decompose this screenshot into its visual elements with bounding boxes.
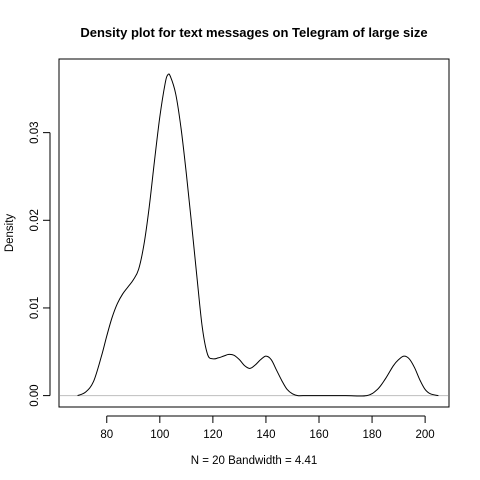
x-tick-label: 140 xyxy=(256,429,275,441)
x-tick-label: 80 xyxy=(100,429,113,441)
plot-frame xyxy=(58,58,450,408)
y-tick-label: 0.01 xyxy=(29,297,41,319)
x-tick-label: 200 xyxy=(416,429,435,441)
x-axis-label: N = 20 Bandwidth = 4.41 xyxy=(191,455,318,467)
x-axis: 80 100 120 140 160 180 200 xyxy=(100,415,435,441)
x-tick-label: 100 xyxy=(150,429,169,441)
x-tick-label: 160 xyxy=(309,429,328,441)
chart-title: Density plot for text messages on Telegr… xyxy=(80,25,427,40)
y-axis: 0.00 0.01 0.02 0.03 xyxy=(29,121,51,407)
x-tick-label: 120 xyxy=(203,429,222,441)
density-line xyxy=(77,73,439,397)
x-tick-label: 180 xyxy=(362,429,381,441)
y-tick-label: 0.00 xyxy=(29,384,41,406)
y-tick-label: 0.02 xyxy=(29,209,41,231)
y-tick-label: 0.03 xyxy=(29,121,41,143)
y-axis-label: Density xyxy=(4,214,16,253)
